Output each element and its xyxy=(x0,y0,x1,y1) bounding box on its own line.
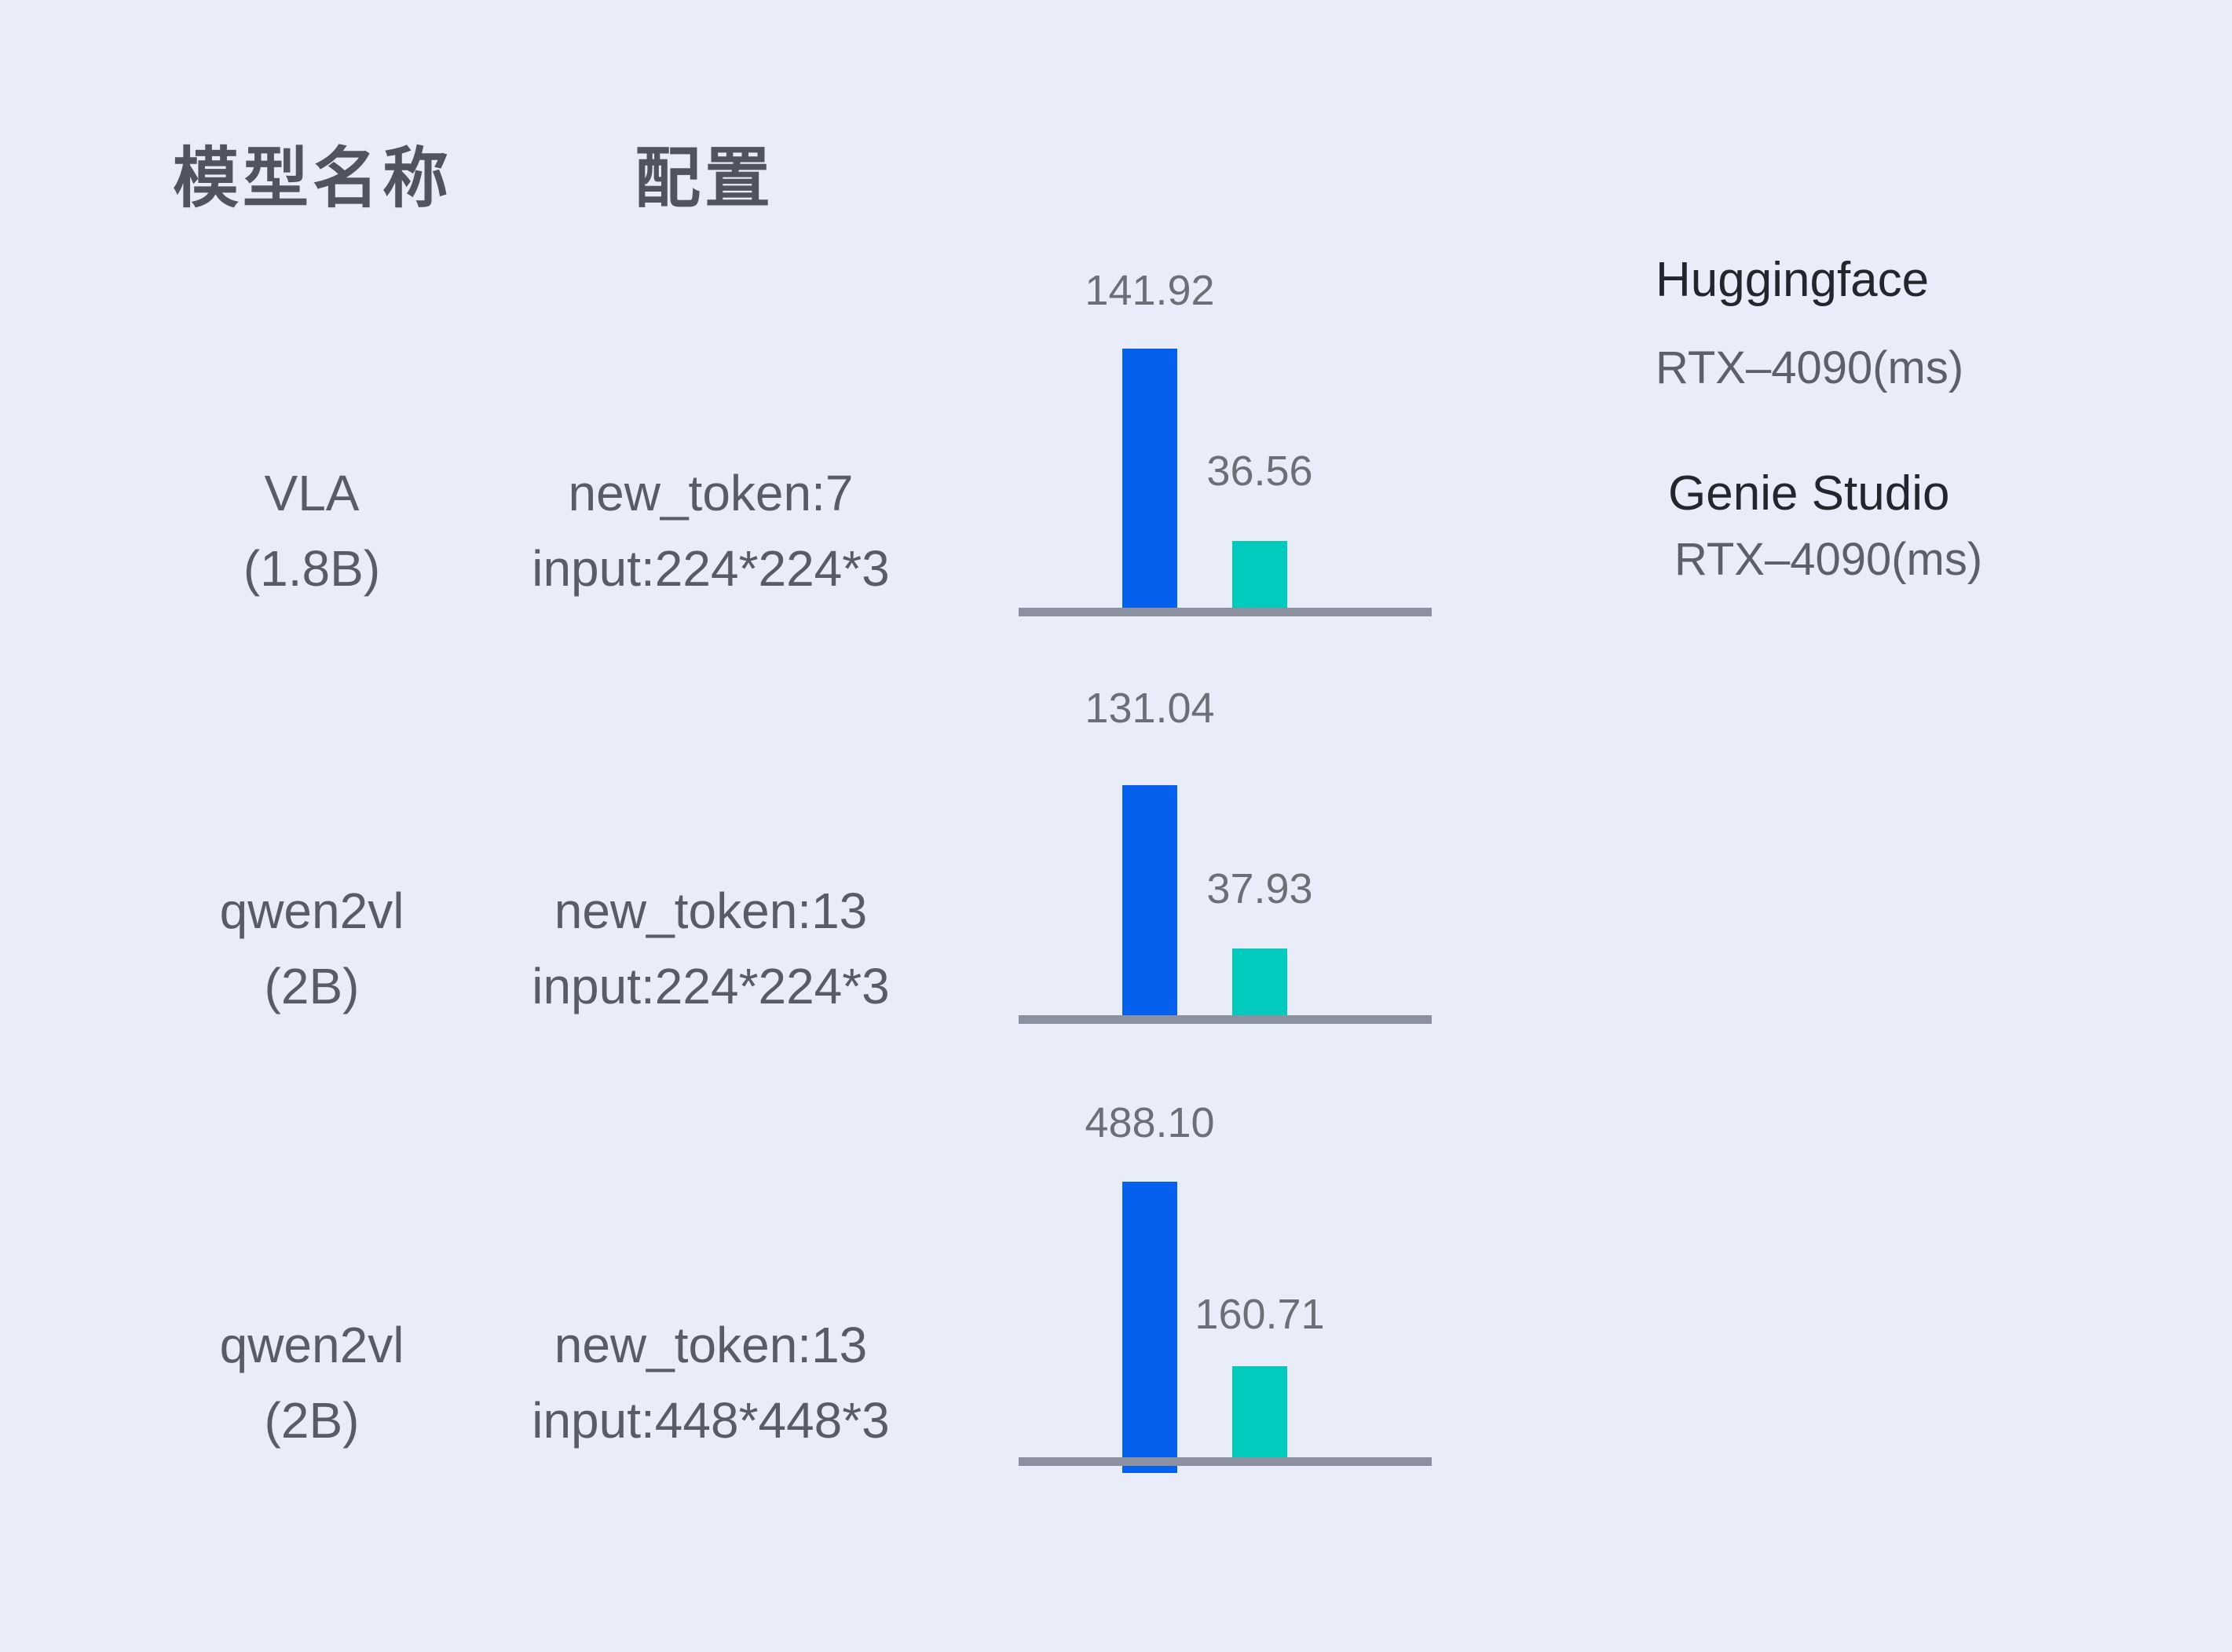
genie-legend-swatch xyxy=(1553,497,1604,547)
huggingface-value-label: 131.04 xyxy=(1085,685,1215,732)
model-name-cell: qwen2vl (2B) xyxy=(108,873,516,1024)
model-name-line2: (2B) xyxy=(264,958,360,1014)
model-name-cell: qwen2vl (2B) xyxy=(108,1307,516,1458)
huggingface-value-label: 488.10 xyxy=(1085,1099,1215,1146)
chart-baseline xyxy=(1019,608,1432,616)
genie-legend-title: Genie Studio xyxy=(1668,466,1950,521)
genie-value-label: 37.93 xyxy=(1206,865,1313,912)
config-line2: input:448*448*3 xyxy=(532,1392,890,1449)
config-line1: new_token:13 xyxy=(554,1317,868,1373)
genie-bar xyxy=(1232,1366,1287,1457)
genie-legend-subtitle: RTX–4090(ms) xyxy=(1674,534,1983,585)
huggingface-bar xyxy=(1122,349,1177,608)
chart-baseline xyxy=(1019,1015,1432,1024)
config-line2: input:224*224*3 xyxy=(532,958,890,1014)
genie-value-label: 36.56 xyxy=(1206,448,1313,495)
huggingface-bar xyxy=(1122,785,1177,1015)
config-line1: new_token:13 xyxy=(554,883,868,939)
model-name-cell: VLA (1.8B) xyxy=(108,455,516,606)
config-column-header: 配置 xyxy=(635,141,775,215)
genie-bar xyxy=(1232,541,1287,608)
huggingface-bar xyxy=(1122,1182,1177,1473)
genie-bar xyxy=(1232,948,1287,1015)
config-cell: new_token:13 input:448*448*3 xyxy=(436,1307,986,1458)
config-cell: new_token:13 input:224*224*3 xyxy=(436,873,986,1024)
config-line1: new_token:7 xyxy=(568,465,854,521)
huggingface-value-label: 141.92 xyxy=(1085,267,1215,314)
config-cell: new_token:7 input:224*224*3 xyxy=(436,455,986,606)
chart-baseline xyxy=(1019,1457,1432,1466)
model-name-line1: qwen2vl xyxy=(219,1317,404,1373)
model-name-line1: VLA xyxy=(264,465,360,521)
model-name-line2: (2B) xyxy=(264,1392,360,1449)
huggingface-legend-title: Huggingface xyxy=(1656,253,1930,307)
huggingface-legend-subtitle: RTX–4090(ms) xyxy=(1656,342,1964,393)
huggingface-legend-swatch xyxy=(1547,303,1602,358)
model-name-line2: (1.8B) xyxy=(243,540,381,597)
genie-value-label: 160.71 xyxy=(1195,1291,1325,1338)
model-name-line1: qwen2vl xyxy=(219,883,404,939)
config-line2: input:224*224*3 xyxy=(532,540,890,597)
model-column-header: 模型名称 xyxy=(173,141,453,215)
